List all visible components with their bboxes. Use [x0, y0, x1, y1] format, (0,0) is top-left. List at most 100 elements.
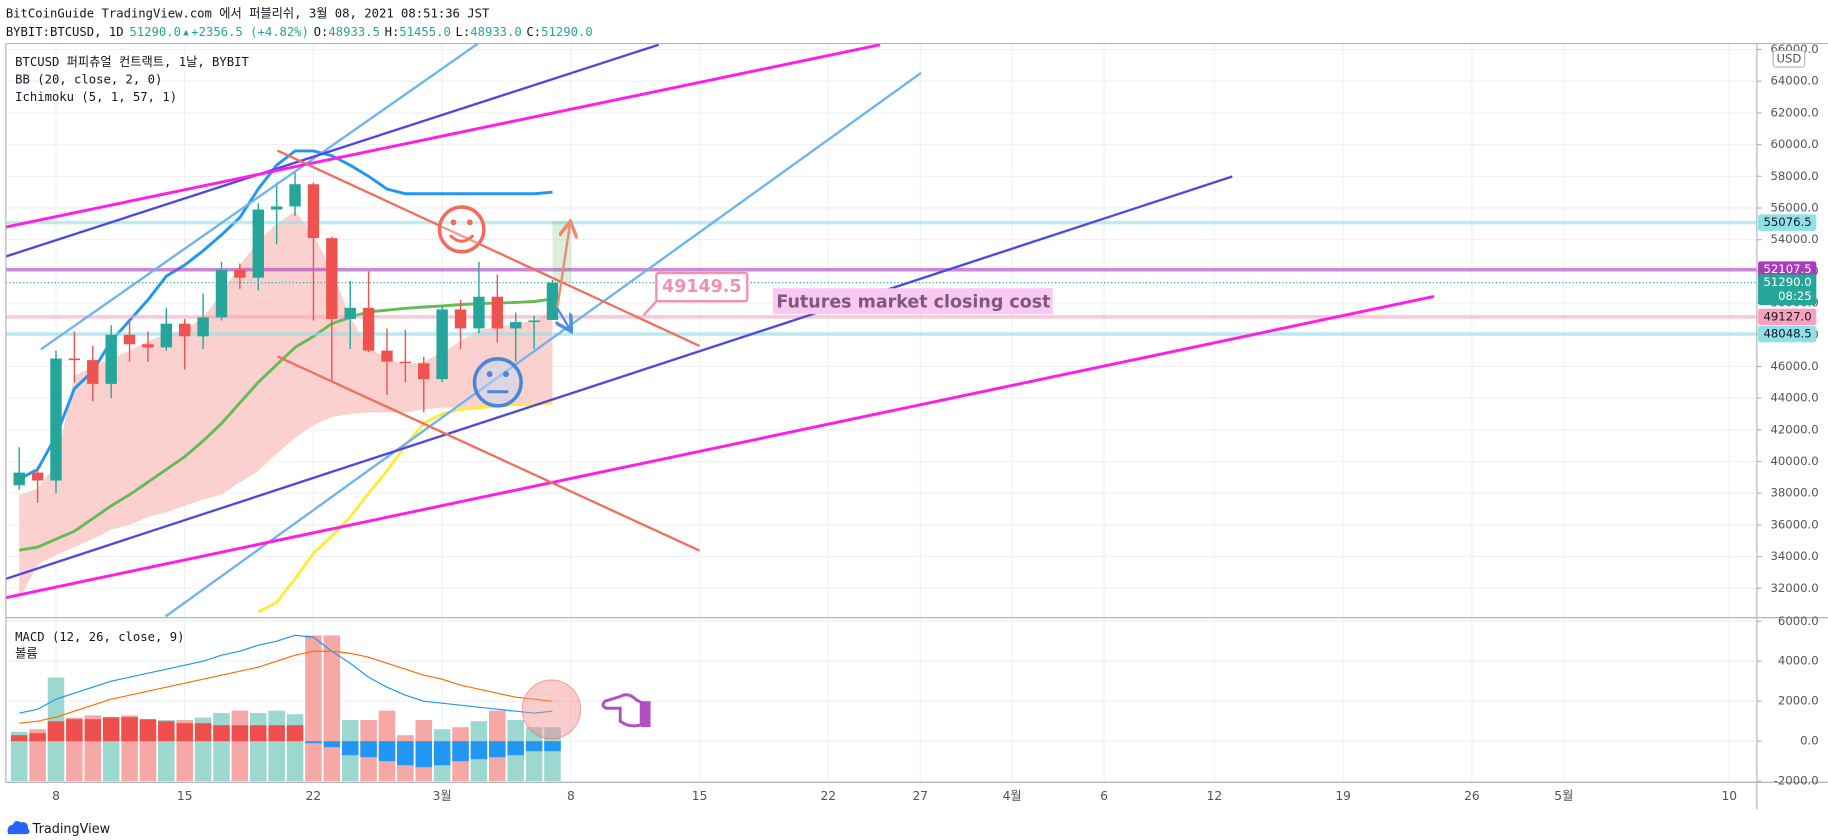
volume-bar: [323, 635, 341, 782]
drawings: 49149.5 Futures market closing cost: [5, 43, 1435, 618]
y-tick-label: 54000.0: [1770, 232, 1818, 246]
price-label: 48048.5: [1763, 326, 1811, 340]
volume-bar: [544, 727, 561, 782]
y-tick-label: 38000.0: [1770, 486, 1818, 500]
x-tick-label: 22: [306, 789, 322, 803]
y-tick-label: -2000.0: [1774, 774, 1819, 788]
legend-item: BTCUSD 퍼피츄얼 컨트랙트, 1날, BYBIT: [15, 55, 249, 69]
currency-box: [1772, 50, 1806, 68]
y-tick-label: 32000.0: [1770, 581, 1818, 595]
candle-body: [105, 334, 117, 384]
trend-line: [5, 295, 1435, 600]
trend-line: [164, 71, 922, 618]
candle-body: [326, 238, 338, 319]
axes: 32000.0 34000.0 36000.0 38000.0 40000.0 42000…: [52, 42, 1819, 803]
candle-body: [197, 317, 209, 337]
histogram-bar: [433, 741, 451, 766]
candle-body: [307, 184, 320, 239]
x-tick-label: 10: [1722, 789, 1738, 803]
histogram-bar: [249, 725, 267, 742]
histogram-bar: [231, 725, 249, 742]
price-pane: [5, 149, 1757, 614]
candle-body: [252, 209, 264, 278]
smile-icon: [437, 205, 486, 254]
last-price: 51290.0: [129, 24, 181, 38]
histogram-bar: [489, 741, 506, 758]
macd-line: [19, 634, 553, 714]
countdown: 08:25: [1778, 289, 1812, 303]
ohlc-label: L:: [456, 24, 471, 38]
candle-body: [344, 307, 356, 319]
x-tick-label: 8: [52, 789, 60, 803]
histogram-bar: [415, 741, 433, 768]
volume-bar: [525, 727, 543, 782]
macd-pane: [10, 634, 561, 782]
candle-body: [270, 206, 283, 210]
histogram-bar: [84, 719, 102, 742]
histogram-bar: [305, 741, 322, 744]
histogram-bar: [507, 741, 524, 756]
price-label: 52107.5: [1763, 262, 1811, 276]
candle-body: [418, 363, 430, 380]
volume-bar: [305, 635, 322, 782]
candle-body: [215, 269, 228, 318]
volume-bar: [29, 729, 46, 782]
candle-body: [123, 334, 136, 345]
histogram-bar: [397, 741, 414, 766]
publish-info: BitCoinGuide TradingView.com 에서 퍼블리쉬, 3월…: [6, 7, 490, 21]
price-label: 51290.0: [1763, 275, 1811, 289]
histogram-bar: [66, 719, 83, 742]
arrow: [557, 307, 570, 329]
trend-line: [276, 149, 700, 347]
candle-body: [399, 361, 412, 364]
histogram-bar: [470, 741, 488, 760]
candle-body: [234, 269, 246, 278]
price-label-box: [1758, 325, 1817, 343]
histogram-bar: [286, 725, 304, 742]
volume-bar: [249, 713, 267, 782]
candle-body: [13, 472, 25, 486]
price-label-box: [1758, 214, 1817, 231]
histogram-bar: [268, 725, 285, 742]
histogram-bar: [10, 735, 28, 742]
legend-item: Ichimoku (5, 1, 57, 1): [15, 90, 177, 104]
x-tick-label: 19: [1335, 789, 1351, 803]
x-tick-label: 8: [567, 789, 575, 803]
candle-body: [50, 358, 62, 481]
y-tick-label: 0.0: [1800, 734, 1819, 748]
candle-body: [160, 323, 173, 348]
candle-body: [491, 296, 504, 329]
y-tick-label: 2000.0: [1778, 694, 1819, 708]
y-tick-label: 62000.0: [1770, 105, 1818, 119]
y-tick-label: 36000.0: [1770, 517, 1818, 531]
histogram-bar: [102, 717, 120, 742]
y-tick-label: 58000.0: [1770, 169, 1818, 183]
price-label: 55076.5: [1763, 215, 1811, 229]
histogram-bar: [139, 719, 157, 742]
candle-body: [362, 307, 375, 351]
histogram-bar: [452, 741, 469, 762]
price-label: 49127.0: [1763, 309, 1811, 323]
candle-body: [528, 320, 540, 323]
quote-line: BYBIT:BTCUSD, 1D 51290.0 ▲ +2356.5 (+4.82%)…: [6, 24, 593, 38]
ichimoku-cloud: [19, 211, 553, 600]
volume-legend: 볼륨: [15, 647, 38, 661]
histogram-bar: [29, 733, 46, 742]
histogram-bar: [47, 721, 65, 742]
histogram-bar: [176, 723, 193, 742]
volume-bar: [268, 710, 285, 782]
trend-line: [5, 43, 660, 258]
change-arrow: ▲: [183, 26, 189, 37]
x-tick-label: 22: [821, 789, 837, 803]
price-label-box: [1758, 261, 1817, 278]
candle-body: [179, 323, 191, 337]
candle-body: [68, 358, 81, 361]
callout-text: 49149.5: [662, 277, 742, 297]
highlight-circle: [521, 679, 582, 740]
volume-bar: [231, 710, 249, 782]
x-tick-label: 4월: [1003, 789, 1022, 803]
x-tick-label: 27: [912, 789, 928, 803]
change: +2356.5 (+4.82%): [191, 24, 309, 38]
y-tick-label: 44000.0: [1770, 391, 1818, 405]
